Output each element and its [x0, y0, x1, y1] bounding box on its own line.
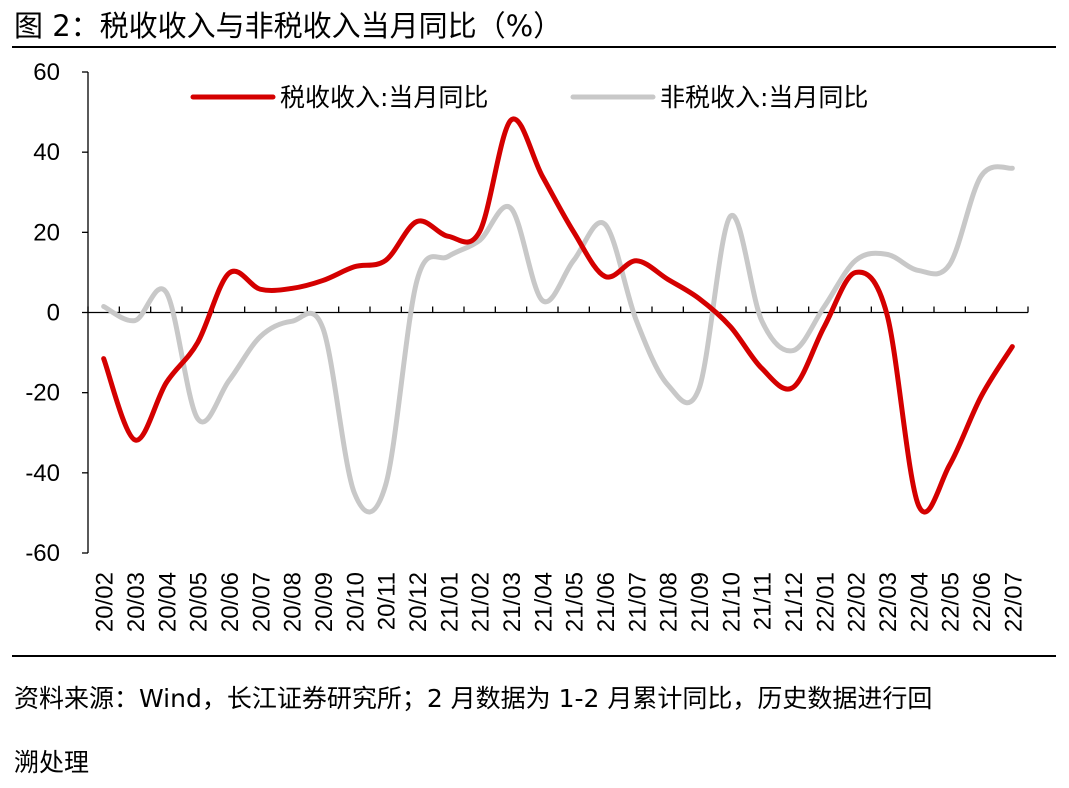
- figure-title: 图 2：税收收入与非税收入当月同比（%）: [14, 9, 563, 43]
- y-tick-label: 40: [33, 139, 60, 166]
- x-tick-label: 20/09: [311, 572, 338, 632]
- x-tick-label: 22/01: [812, 572, 839, 632]
- x-tick-label: 20/11: [374, 572, 401, 630]
- x-tick-label: 21/06: [593, 572, 620, 632]
- y-tick-label: -40: [25, 460, 60, 487]
- x-axis: 20/02 20/03 20/04 20/05 20/06 20/07 20/08 20/09…: [87, 306, 1029, 632]
- legend-label: 税收收入:当月同比: [280, 83, 488, 112]
- legend-item-tax: 税收收入:当月同比: [190, 83, 488, 112]
- x-tick-label: 20/06: [217, 572, 244, 632]
- y-tick-label: 20: [33, 219, 60, 246]
- y-tick-label: -20: [25, 380, 60, 407]
- legend-label: 非税收入:当月同比: [660, 83, 868, 112]
- source-note-continued: 溯处理: [14, 748, 90, 777]
- x-tick-label: 20/03: [123, 572, 150, 632]
- x-tick-label: 20/10: [342, 572, 369, 632]
- x-tick-label: 21/02: [468, 572, 495, 632]
- x-tick-label: 21/09: [687, 572, 714, 632]
- x-tick-label: 22/07: [1000, 572, 1027, 632]
- title-divider: [12, 46, 1056, 48]
- x-tick-label: 20/02: [92, 572, 119, 632]
- source-divider: [12, 655, 1056, 657]
- x-tick-label: 21/11: [750, 572, 777, 630]
- x-tick-label: 20/07: [248, 572, 275, 632]
- x-tick-label: 21/07: [624, 572, 651, 632]
- x-tick-label: 21/08: [656, 572, 683, 632]
- y-tick-label: 0: [47, 300, 60, 327]
- source-note: 资料来源：Wind，长江证券研究所；2 月数据为 1-2 月累计同比，历史数据进…: [14, 684, 933, 713]
- x-tick-label: 22/05: [938, 572, 965, 632]
- x-tick-label: 20/08: [280, 572, 307, 632]
- x-tick-label: 22/04: [906, 572, 933, 632]
- legend: 税收收入:当月同比 非税收入:当月同比: [190, 83, 868, 112]
- x-tick-label: 20/12: [405, 572, 432, 632]
- x-tick-label: 20/04: [154, 572, 181, 632]
- x-tick-label: 21/04: [530, 572, 557, 632]
- x-tick-label: 22/02: [844, 572, 871, 632]
- y-tick-label: -60: [25, 540, 60, 567]
- y-axis: -60 -40 -20 0 20 40 60: [25, 59, 89, 567]
- x-tick-label: 22/03: [875, 572, 902, 632]
- x-tick-label: 22/06: [969, 572, 996, 632]
- legend-item-nontax: 非税收入:当月同比: [570, 83, 868, 112]
- x-tick-label: 21/05: [562, 572, 589, 632]
- series-line-tax: [101, 116, 1015, 515]
- series-lines: [101, 116, 1015, 515]
- y-tick-label: 60: [33, 59, 60, 86]
- x-tick-label: 21/01: [436, 572, 463, 632]
- series-line-nontax: [101, 164, 1015, 515]
- x-tick-label: 21/12: [781, 572, 808, 632]
- x-tick-label: 20/05: [186, 572, 213, 632]
- x-tick-label: 21/10: [718, 572, 745, 632]
- x-tick-label: 21/03: [499, 572, 526, 632]
